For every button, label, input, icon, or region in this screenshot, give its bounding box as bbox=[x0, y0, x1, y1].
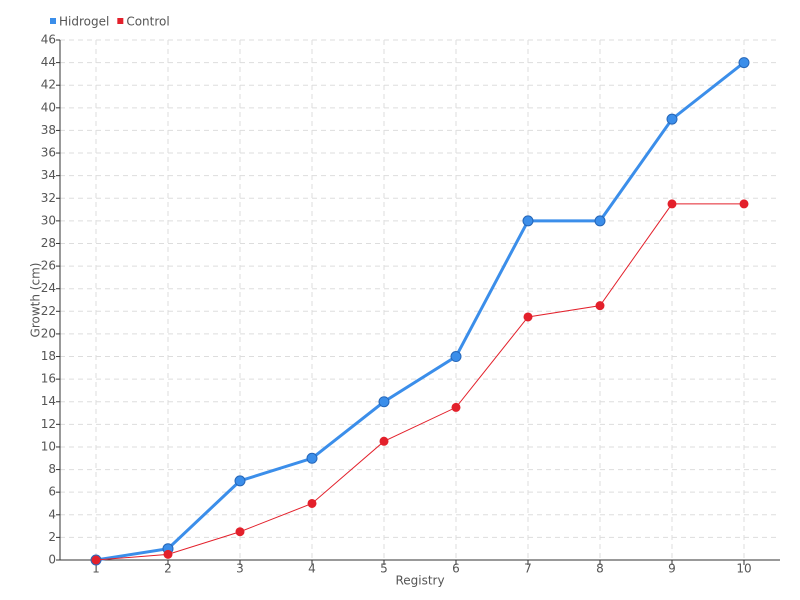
data-point bbox=[91, 555, 101, 565]
data-point bbox=[235, 527, 245, 537]
y-tick-label: 34 bbox=[41, 168, 56, 182]
legend-label: Control bbox=[126, 15, 169, 29]
y-axis-label: Growth (cm) bbox=[29, 263, 43, 338]
y-tick-label: 30 bbox=[41, 213, 56, 227]
y-tick-label: 44 bbox=[41, 55, 56, 69]
x-axis-label: Registry bbox=[395, 574, 444, 588]
y-tick-label: 42 bbox=[41, 78, 56, 92]
legend-swatch bbox=[50, 18, 56, 24]
x-tick-label: 3 bbox=[236, 562, 244, 576]
legend-swatch bbox=[117, 18, 124, 24]
y-tick-label: 40 bbox=[41, 100, 56, 114]
y-tick-label: 32 bbox=[41, 191, 56, 205]
x-tick-label: 7 bbox=[524, 562, 532, 576]
y-tick-label: 10 bbox=[41, 439, 56, 453]
data-point bbox=[595, 301, 605, 311]
y-tick-label: 14 bbox=[41, 394, 56, 408]
y-tick-label: 24 bbox=[41, 281, 56, 295]
x-tick-label: 6 bbox=[452, 562, 460, 576]
x-tick-label: 8 bbox=[596, 562, 604, 576]
y-tick-label: 6 bbox=[48, 485, 56, 499]
y-tick-label: 38 bbox=[41, 123, 56, 137]
y-tick-label: 28 bbox=[41, 236, 56, 250]
y-tick-label: 20 bbox=[41, 326, 56, 340]
data-point bbox=[666, 113, 678, 125]
data-point bbox=[306, 452, 318, 464]
x-tick-label: 4 bbox=[308, 562, 316, 576]
x-tick-label: 1 bbox=[92, 562, 100, 576]
series-line bbox=[95, 203, 744, 561]
data-point bbox=[594, 215, 606, 227]
x-tick-label: 2 bbox=[164, 562, 172, 576]
x-tick-label: 10 bbox=[736, 562, 751, 576]
data-point bbox=[378, 396, 390, 408]
y-tick-label: 46 bbox=[41, 33, 56, 47]
y-tick-label: 16 bbox=[41, 372, 56, 386]
data-point bbox=[163, 549, 173, 559]
y-tick-label: 2 bbox=[48, 530, 56, 544]
y-tick-label: 8 bbox=[48, 462, 56, 476]
y-tick-label: 26 bbox=[41, 259, 56, 273]
y-tick-label: 36 bbox=[41, 146, 56, 160]
y-tick-label: 0 bbox=[48, 553, 56, 567]
data-point bbox=[667, 199, 677, 209]
data-point bbox=[523, 312, 533, 322]
data-point bbox=[451, 402, 461, 412]
y-tick-label: 4 bbox=[48, 507, 56, 521]
data-point bbox=[234, 475, 246, 487]
data-point bbox=[379, 436, 389, 446]
data-point bbox=[307, 498, 317, 508]
data-point bbox=[738, 57, 750, 69]
y-tick-label: 18 bbox=[41, 349, 56, 363]
y-tick-label: 12 bbox=[41, 417, 56, 431]
series-line bbox=[95, 61, 745, 562]
data-point bbox=[450, 351, 462, 363]
legend-label: Hidrogel bbox=[59, 15, 109, 29]
y-tick-label: 22 bbox=[41, 304, 56, 318]
x-tick-label: 5 bbox=[380, 562, 388, 576]
data-point bbox=[522, 215, 534, 227]
x-tick-label: 9 bbox=[668, 562, 676, 576]
data-point bbox=[739, 199, 749, 209]
